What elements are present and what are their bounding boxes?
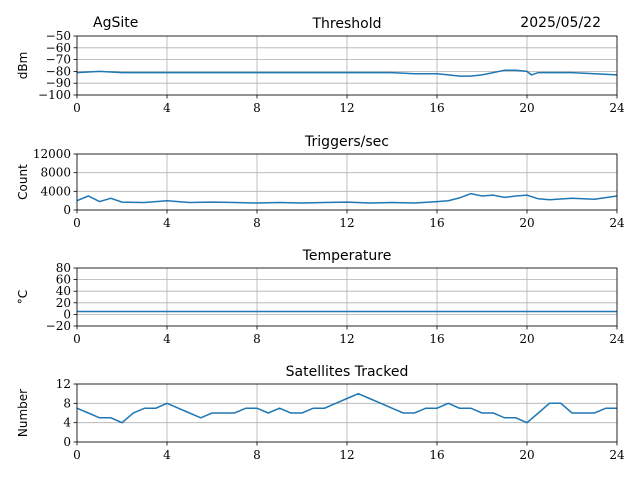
y-tick-label: −100 bbox=[38, 88, 71, 102]
panel-0: 0 4 8 12 16 20 24 −100−90−80−70−60−50 Threshold d… bbox=[16, 16, 625, 115]
series-line-0 bbox=[76, 192, 618, 204]
x-tick-label: 0 bbox=[73, 101, 81, 115]
panel-title: Threshold bbox=[312, 16, 382, 32]
y-tick-label: 40 bbox=[56, 284, 71, 298]
y-tick-label: −50 bbox=[46, 29, 71, 43]
x-tick-label: 8 bbox=[253, 332, 261, 346]
y-tick-label: −90 bbox=[46, 76, 71, 90]
x-tick-label: 20 bbox=[519, 448, 534, 462]
panel-3: 0 4 8 12 16 20 24 0 4 8 12 Satellites Tracked Number bbox=[16, 364, 625, 462]
x-tick-label: 24 bbox=[609, 332, 625, 346]
y-tick-label: −80 bbox=[46, 64, 71, 78]
x-tick-label: 24 bbox=[609, 216, 625, 230]
x-tick-label: 16 bbox=[429, 216, 444, 230]
site-label: AgSite bbox=[93, 15, 138, 31]
x-tick-label: 4 bbox=[163, 448, 171, 462]
series-line-0 bbox=[76, 392, 617, 424]
x-tick-label: 12 bbox=[339, 101, 354, 115]
x-tick-label: 4 bbox=[163, 101, 171, 115]
y-tick-label: 4 bbox=[63, 416, 71, 430]
x-tick-label: 20 bbox=[519, 101, 534, 115]
y-tick-label: 0 bbox=[63, 203, 71, 217]
panel-1: 0 4 8 12 16 20 24 0 4000 8000 12000 Triggers/sec Cou… bbox=[16, 134, 625, 230]
series-line-0 bbox=[76, 69, 618, 77]
x-tick-label: 8 bbox=[253, 448, 261, 462]
x-tick-label: 24 bbox=[609, 101, 625, 115]
x-tick-label: 8 bbox=[253, 216, 261, 230]
y-tick-label: −60 bbox=[46, 41, 71, 55]
x-tick-label: 12 bbox=[339, 332, 354, 346]
y-tick-label: 0 bbox=[63, 435, 71, 449]
y-tick-label: 8000 bbox=[40, 166, 71, 180]
x-tick-label: 0 bbox=[73, 216, 81, 230]
y-tick-label: 0 bbox=[63, 307, 71, 321]
x-tick-label: 16 bbox=[429, 448, 444, 462]
y-tick-label: −70 bbox=[46, 53, 71, 67]
x-tick-label: 20 bbox=[519, 216, 534, 230]
y-axis-label: dBm bbox=[16, 52, 30, 80]
y-tick-label: 4000 bbox=[40, 184, 71, 198]
x-tick-label: 24 bbox=[609, 448, 625, 462]
x-tick-label: 8 bbox=[253, 101, 261, 115]
panel-title: Satellites Tracked bbox=[286, 364, 409, 380]
panel-title: Triggers/sec bbox=[304, 134, 389, 150]
y-tick-label: 12 bbox=[56, 377, 71, 391]
y-tick-label: −20 bbox=[46, 319, 71, 333]
panel-title: Temperature bbox=[302, 248, 392, 264]
date-label: 2025/05/22 bbox=[520, 15, 601, 31]
x-tick-label: 4 bbox=[163, 216, 171, 230]
x-tick-label: 0 bbox=[73, 332, 81, 346]
y-tick-label: 12000 bbox=[33, 147, 71, 161]
y-tick-label: 8 bbox=[63, 396, 71, 410]
y-tick-label: 80 bbox=[56, 261, 71, 275]
x-tick-label: 4 bbox=[163, 332, 171, 346]
y-axis-label: Count bbox=[16, 164, 30, 200]
x-tick-label: 0 bbox=[73, 448, 81, 462]
x-tick-label: 20 bbox=[519, 332, 534, 346]
x-tick-label: 16 bbox=[429, 101, 444, 115]
x-tick-label: 12 bbox=[339, 216, 354, 230]
x-tick-label: 12 bbox=[339, 448, 354, 462]
y-axis-label: °C bbox=[16, 290, 30, 304]
y-tick-label: 20 bbox=[56, 296, 71, 310]
y-axis-label: Number bbox=[16, 389, 30, 437]
x-tick-label: 16 bbox=[429, 332, 444, 346]
y-tick-label: 60 bbox=[56, 273, 71, 287]
